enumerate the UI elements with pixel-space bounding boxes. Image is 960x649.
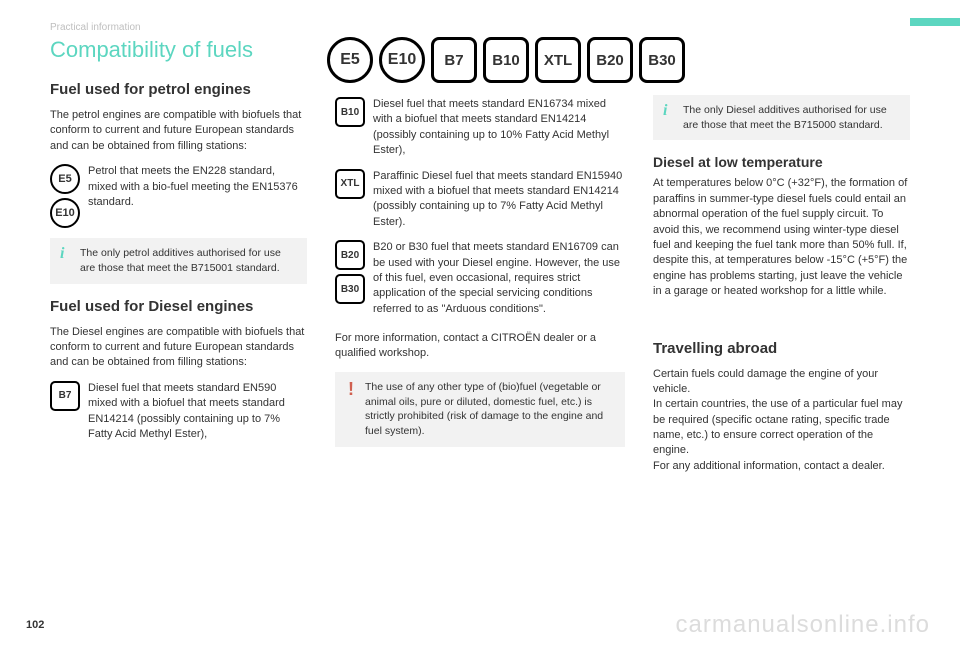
travel-text: Certain fuels could damage the engine of… [653,367,910,475]
diesel-intro: The Diesel engines are compatible with b… [50,325,307,371]
heading-travel: Travelling abroad [653,340,910,357]
heading-petrol: Fuel used for petrol engines [50,81,307,98]
info-icon: i [663,103,675,119]
petrol-info-text: The only petrol additives authorised for… [80,246,297,275]
column-2: E5 E10 B7 B10 XTL B20 B30 B10 Diesel fue… [335,37,625,484]
section-label: Practical information [50,22,910,33]
accent-bar [910,18,960,26]
xtl-text: Paraffinic Diesel fuel that meets standa… [373,169,625,231]
petrol-intro: The petrol engines are compatible with b… [50,108,307,154]
watermark: carmanualsonline.info [676,611,930,639]
e5-icon: E5 [50,164,80,194]
more-info-text: For more information, contact a CITROËN … [335,331,625,362]
info-icon: i [60,246,72,262]
e10-badge-icon: E10 [379,37,425,83]
diesel-info-text: The only Diesel additives authorised for… [683,103,900,132]
columns: Compatibility of fuels Fuel used for pet… [50,37,910,484]
b10-badge-icon: B10 [483,37,529,83]
e10-icon: E10 [50,198,80,228]
petrol-e5-e10-item: E5 E10 Petrol that meets the EN228 stand… [50,164,307,228]
xtl-icon: XTL [335,169,365,199]
b7-text: Diesel fuel that meets standard EN590 mi… [88,381,307,443]
b7-badge-icon: B7 [431,37,477,83]
b20-icon: B20 [335,240,365,270]
b10-item: B10 Diesel fuel that meets standard EN16… [335,97,625,159]
e5-badge-icon: E5 [327,37,373,83]
b20-text: B20 or B30 fuel that meets standard EN16… [373,240,625,317]
heading-diesel: Fuel used for Diesel engines [50,298,307,315]
b20-badge-icon: B20 [587,37,633,83]
low-temp-text: At temperatures below 0°C (+32°F), the f… [653,176,910,299]
warning-icon: ! [345,380,357,398]
column-1: Compatibility of fuels Fuel used for pet… [50,37,307,484]
xtl-badge-icon: XTL [535,37,581,83]
b7-icon: B7 [50,381,80,411]
b10-icon: B10 [335,97,365,127]
page-title: Compatibility of fuels [50,37,307,63]
xtl-item: XTL Paraffinic Diesel fuel that meets st… [335,169,625,231]
diesel-info-box: i The only Diesel additives authorised f… [653,95,910,140]
warn-text: The use of any other type of (bio)fuel (… [365,380,615,439]
heading-low-temp: Diesel at low temperature [653,154,910,170]
page-content: Practical information Compatibility of f… [0,0,960,504]
b10-text: Diesel fuel that meets standard EN16734 … [373,97,625,159]
petrol-item-text: Petrol that meets the EN228 standard, mi… [88,164,307,210]
warn-box: ! The use of any other type of (bio)fuel… [335,372,625,447]
page-number: 102 [26,619,44,631]
b30-icon: B30 [335,274,365,304]
b20-b30-item: B20 B30 B20 or B30 fuel that meets stand… [335,240,625,317]
b7-item: B7 Diesel fuel that meets standard EN590… [50,381,307,443]
petrol-info-box: i The only petrol additives authorised f… [50,238,307,283]
column-3: i The only Diesel additives authorised f… [653,37,910,484]
